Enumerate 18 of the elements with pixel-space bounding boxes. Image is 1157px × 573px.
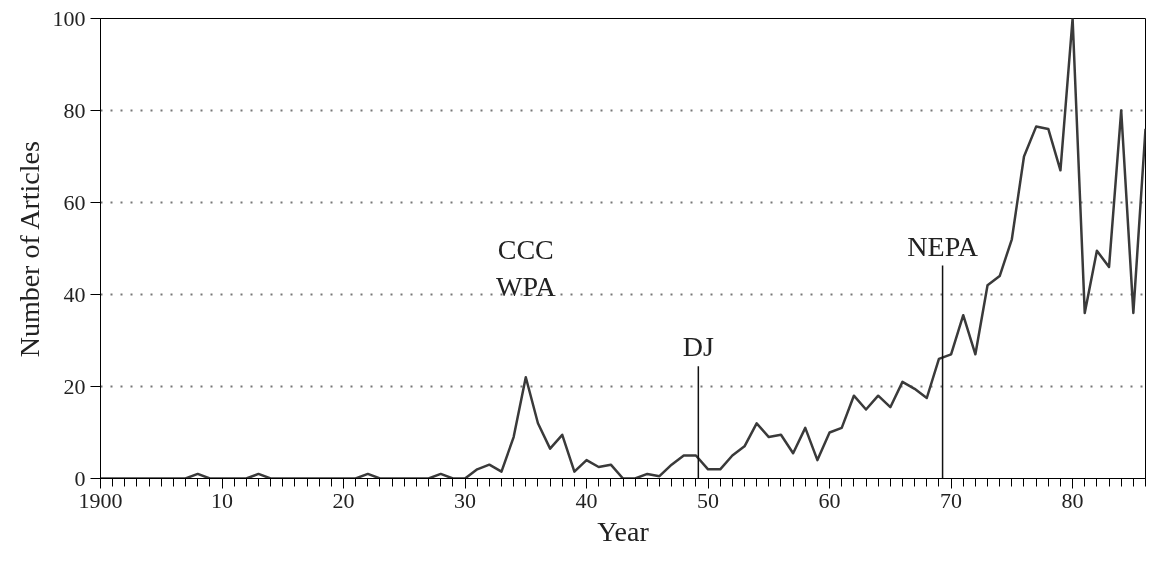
x-tick-label: 40 (575, 487, 598, 513)
ref-line-label: NEPA (907, 230, 979, 262)
x-tick-label: 80 (1061, 487, 1084, 513)
ref-line-label: DJ (682, 331, 714, 363)
y-tick-label: 80 (63, 97, 86, 123)
y-tick-label: 100 (52, 5, 86, 31)
y-tick-label: 40 (63, 281, 86, 307)
x-tick-label: 60 (818, 487, 841, 513)
y-axis-title: Number of Articles (13, 141, 45, 358)
x-tick-label: 10 (211, 487, 234, 513)
x-tick-label: 30 (454, 487, 477, 513)
x-tick-label: 70 (940, 487, 963, 513)
x-tick-label: 20 (332, 487, 355, 513)
x-axis-title: Year (597, 515, 650, 547)
y-tick-label: 20 (63, 373, 86, 399)
y-tick-label: 60 (63, 189, 86, 215)
annotation: CCC WPA (495, 234, 557, 303)
x-tick-label: 50 (697, 487, 720, 513)
